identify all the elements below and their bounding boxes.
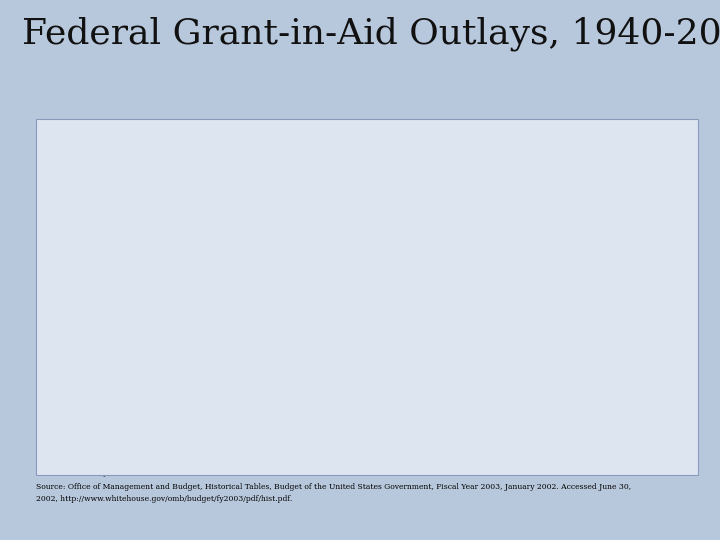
Text: 3.4: 3.4 [585,352,599,361]
Text: 1950: 1950 [69,281,91,291]
Text: Federal Grant-in-Aid Outlays, 1940-2005: Federal Grant-in-Aid Outlays, 1940-2005 [22,16,720,51]
Text: 5.3: 5.3 [254,281,268,291]
Text: 405.4: 405.4 [156,447,181,456]
Text: 3.3: 3.3 [585,447,599,456]
Text: 3.1: 3.1 [585,400,599,408]
Text: ᵃ Includes off-budget outlays; all grants are on-budget.: ᵃ Includes off-budget outlays; all grant… [49,460,234,468]
Text: 1940: 1940 [69,258,91,267]
Text: 22.0: 22.0 [358,400,377,408]
Text: 1970: 1970 [69,329,91,338]
Text: 21.0: 21.0 [470,376,490,385]
Text: 0.9: 0.9 [585,258,599,267]
Text: 2.3: 2.3 [162,281,175,291]
Text: 1990: 1990 [69,376,91,385]
Text: 15.9: 15.9 [251,423,271,432]
Text: 24.1: 24.1 [159,329,178,338]
Text: Domestic
Programsᵇ: Domestic Programsᵇ [344,167,390,186]
Text: —: — [475,281,484,291]
Text: 2.9: 2.9 [585,423,599,432]
Text: 23.0: 23.0 [358,329,377,338]
Text: ᵇ Excludes outlays for national defense, international affairs, and net interest: ᵇ Excludes outlays for national defense,… [49,469,312,477]
Text: Year: Year [69,167,89,176]
Text: 1995: 1995 [69,400,91,408]
Text: 22.0: 22.0 [358,352,377,361]
Text: Total Grants-
in Aid (billions): Total Grants- in Aid (billions) [135,167,202,186]
Text: 24.0: 24.0 [470,329,490,338]
Text: Source: Office of Management and Budget, Historical Tables, Budget of the United: Source: Office of Management and Budget,… [36,483,631,491]
Text: Note: “—” indicates not available. Amounts are in current dollars. Fiscal years: Note: “—” indicates not available. Amoun… [49,451,315,459]
Text: 2.4: 2.4 [585,329,599,338]
Text: Total: Total [251,167,272,176]
Text: 284.7: 284.7 [156,423,181,432]
Text: 2000: 2000 [69,423,91,432]
Text: —: — [475,258,484,267]
Text: 2002, http://www.whitehouse.gov/omb/budget/fy2003/pdf/hist.pdf.: 2002, http://www.whitehouse.gov/omb/budg… [36,495,292,503]
Text: 25.0: 25.0 [470,400,490,408]
Text: 225.0: 225.0 [156,400,181,408]
Text: 7.6: 7.6 [254,305,268,314]
Text: 17.8: 17.8 [251,447,271,456]
Text: 2005(est.): 2005(est.) [69,447,114,456]
Text: Gross Domestic
Product: Gross Domestic Product [558,167,626,186]
Text: 31.0: 31.0 [470,352,490,361]
Text: 19.0: 19.0 [470,305,490,314]
Text: 0.8: 0.8 [585,281,600,291]
Text: 12.3: 12.3 [251,329,271,338]
Text: —: — [363,281,372,291]
Text: 24.6: 24.6 [358,447,377,456]
Text: 91.4: 91.4 [159,352,178,361]
Text: 18.0: 18.0 [357,305,377,314]
Text: State and Local
Expenditures: State and Local Expenditures [446,167,514,186]
Text: 22.7: 22.7 [358,423,377,432]
Text: 8.7: 8.7 [254,258,268,267]
Text: 1980: 1980 [69,352,91,361]
Text: 135.3: 135.3 [156,376,181,385]
Text: —: — [363,258,372,267]
Text: $0.9: $0.9 [159,258,178,267]
Text: 1960: 1960 [69,305,91,314]
Text: 10.8: 10.8 [251,376,271,385]
Text: 1.4: 1.4 [585,305,599,314]
Text: 14.8: 14.8 [251,400,271,408]
Text: 2.4: 2.4 [585,376,599,385]
Text: 17.0: 17.0 [357,376,377,385]
Text: 7.0: 7.0 [161,305,176,314]
Text: Federal Grants as a Percentage of Federal Outlaysᵃ: Federal Grants as a Percentage of Federa… [358,138,582,147]
Text: 15.5: 15.5 [251,352,271,361]
